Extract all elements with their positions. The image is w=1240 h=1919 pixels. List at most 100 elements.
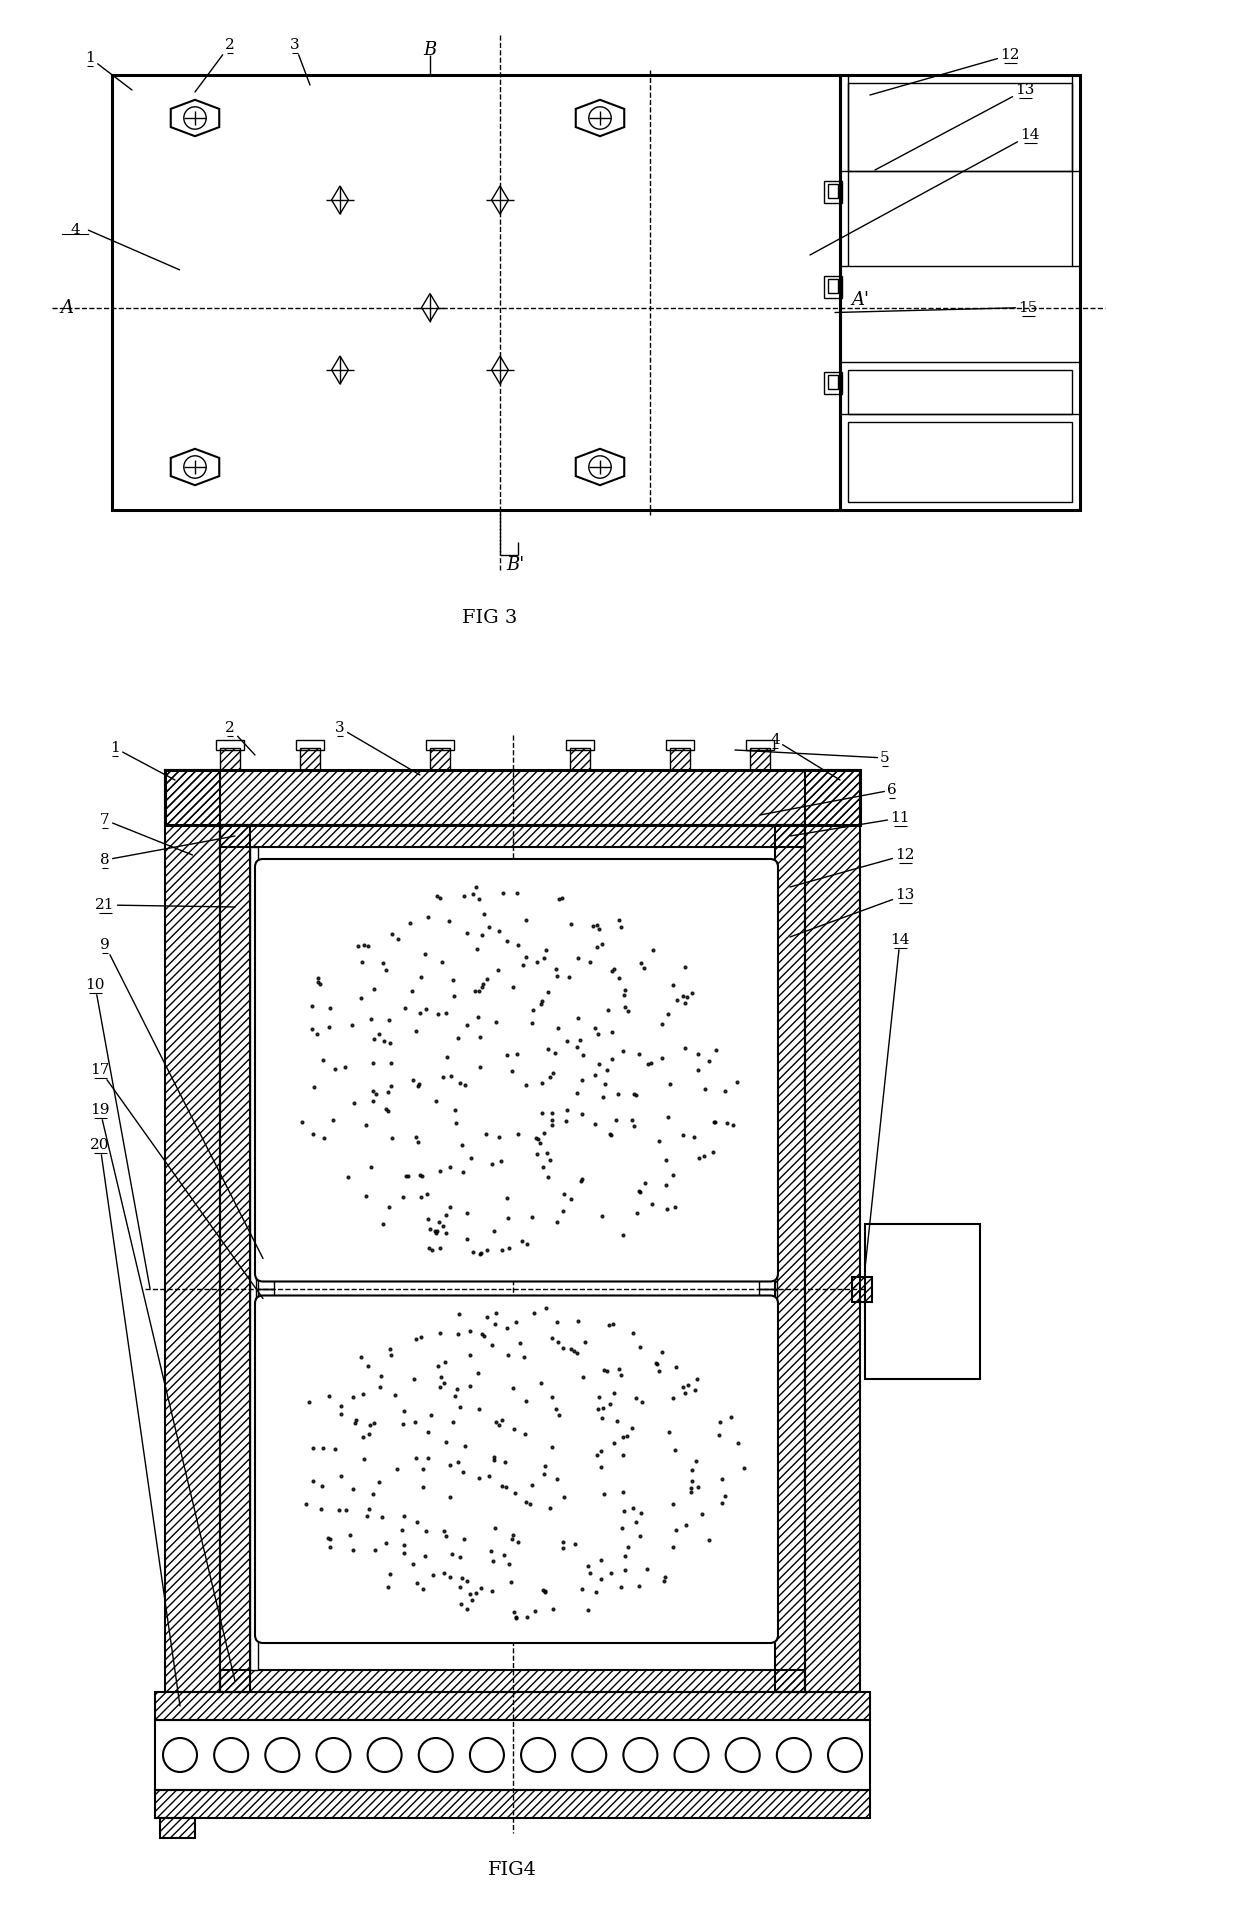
Point: [658, 1102, 678, 1132]
Point: [453, 1130, 472, 1161]
Point: [404, 1407, 424, 1437]
Point: [378, 1192, 398, 1222]
Point: [604, 1378, 624, 1409]
Point: [503, 1520, 523, 1551]
Bar: [759, 1288, 777, 1309]
Point: [626, 1506, 646, 1537]
Point: [681, 1474, 701, 1504]
Point: [433, 1061, 453, 1092]
Point: [675, 986, 694, 1017]
Polygon shape: [575, 100, 624, 136]
Point: [448, 1374, 467, 1405]
Point: [403, 1549, 423, 1579]
Point: [624, 1493, 644, 1524]
Point: [572, 1163, 591, 1194]
Point: [398, 1161, 418, 1192]
Point: [588, 1019, 608, 1050]
Point: [450, 1543, 470, 1574]
Point: [429, 1207, 449, 1238]
Point: [492, 1405, 512, 1435]
Point: [717, 1107, 737, 1138]
Point: [543, 1057, 563, 1088]
Polygon shape: [171, 100, 219, 136]
Point: [688, 1472, 708, 1503]
Point: [394, 992, 414, 1023]
Point: [608, 1078, 627, 1109]
Point: [573, 1362, 593, 1393]
Text: 14: 14: [866, 933, 910, 1268]
Point: [393, 1395, 413, 1426]
Point: [601, 1119, 621, 1149]
Point: [613, 1476, 632, 1506]
Point: [610, 1359, 630, 1389]
Point: [363, 1075, 383, 1105]
Point: [482, 1149, 502, 1180]
Point: [458, 1593, 477, 1623]
Bar: [296, 741, 324, 750]
Point: [709, 1420, 729, 1451]
Point: [637, 1048, 657, 1078]
Point: [656, 1169, 676, 1199]
Point: [366, 1078, 386, 1109]
Point: [626, 1197, 646, 1228]
Point: [443, 1407, 463, 1437]
Point: [587, 910, 606, 940]
Point: [578, 1595, 598, 1625]
Point: [606, 1105, 626, 1136]
Point: [373, 1209, 393, 1240]
Point: [441, 1061, 461, 1092]
Point: [663, 1489, 683, 1520]
Point: [675, 952, 694, 983]
Point: [378, 1572, 398, 1602]
Point: [666, 1514, 686, 1545]
Point: [497, 925, 517, 956]
Point: [476, 1119, 496, 1149]
Point: [408, 1071, 428, 1102]
Point: [471, 919, 491, 950]
Point: [605, 1428, 625, 1458]
Point: [667, 984, 687, 1015]
Point: [491, 1146, 511, 1176]
Bar: [828, 374, 838, 390]
Point: [604, 954, 624, 984]
FancyBboxPatch shape: [255, 860, 777, 1282]
Point: [728, 1428, 748, 1458]
Point: [585, 1575, 605, 1606]
Point: [469, 1462, 489, 1493]
Point: [428, 881, 448, 912]
Point: [331, 1399, 351, 1430]
Point: [405, 1015, 425, 1046]
Point: [559, 961, 579, 992]
Point: [587, 933, 606, 963]
Point: [541, 1493, 560, 1524]
Text: 12: 12: [870, 48, 1019, 96]
Text: 13: 13: [875, 83, 1034, 171]
Point: [542, 1098, 562, 1128]
Point: [441, 1539, 461, 1570]
Point: [522, 1470, 542, 1501]
Point: [658, 998, 678, 1029]
Point: [591, 1564, 611, 1595]
Point: [336, 1052, 356, 1082]
Point: [387, 1453, 407, 1483]
Bar: [160, 1817, 195, 1838]
Point: [435, 1347, 455, 1378]
Bar: [165, 770, 861, 825]
Point: [594, 1480, 614, 1510]
Point: [526, 1123, 546, 1153]
Point: [625, 1111, 645, 1142]
Point: [553, 1196, 573, 1226]
Point: [568, 1305, 588, 1336]
Point: [622, 1318, 642, 1349]
Point: [434, 1516, 454, 1547]
Point: [352, 1422, 372, 1453]
Text: 17: 17: [91, 1063, 263, 1299]
Point: [593, 1393, 613, 1424]
Point: [345, 1407, 365, 1437]
Bar: [750, 748, 770, 770]
Point: [536, 935, 556, 965]
Point: [629, 1572, 649, 1602]
Point: [630, 1332, 650, 1362]
Point: [657, 1194, 677, 1224]
Point: [609, 904, 629, 935]
